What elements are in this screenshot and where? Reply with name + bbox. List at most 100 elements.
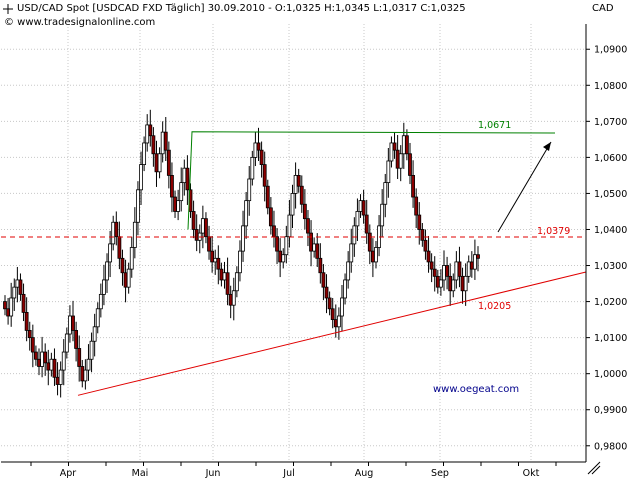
candle-body: [207, 236, 211, 252]
candle-body: [185, 167, 190, 191]
candle-body: [136, 189, 140, 223]
candle-body: [3, 301, 7, 310]
candle-body: [272, 225, 276, 238]
candle-body: [290, 193, 295, 216]
candle-body: [191, 211, 196, 230]
crosshair-icon[interactable]: [3, 4, 13, 14]
candle-body: [123, 272, 128, 288]
candle-body: [262, 164, 267, 187]
candle-body: [68, 315, 72, 335]
candle-body: [105, 261, 109, 281]
candle-body: [466, 261, 471, 277]
candle-body: [435, 275, 440, 288]
candle-body: [241, 225, 245, 252]
x-tick-label: Sep: [431, 468, 449, 479]
candle-body: [426, 250, 431, 263]
candle-body: [15, 279, 20, 288]
candle-body: [386, 160, 391, 184]
x-tick-label: Okt: [523, 468, 540, 479]
y-tick-label: 1,0400: [594, 225, 627, 236]
candle-body: [46, 362, 51, 371]
candle-body: [216, 257, 221, 270]
candle-body: [225, 272, 230, 295]
y-tick-label: 1,0900: [594, 45, 627, 56]
candle-body: [129, 247, 134, 270]
candle-body: [40, 351, 44, 367]
support-trendline: [77, 271, 587, 396]
candle-body: [352, 225, 357, 245]
candle-body: [37, 358, 41, 367]
candle-body: [469, 261, 474, 270]
candle-body: [404, 135, 409, 155]
candle-body: [145, 124, 150, 144]
arrow-line: [497, 141, 552, 233]
candle-body: [244, 200, 249, 227]
copyright: © www.tradesignalonline.com: [4, 17, 156, 28]
candle-body: [333, 319, 338, 328]
candle-body: [389, 142, 394, 162]
candle-body: [448, 275, 453, 292]
candle-body: [420, 229, 425, 241]
axes: 1,0900 1,0800 1,0700 1,0600 1,0500 1,0400 1,03…: [1, 24, 627, 479]
candle-body: [160, 131, 165, 155]
candle-body: [296, 175, 301, 187]
candle-body: [24, 311, 29, 331]
candle-body: [43, 351, 48, 364]
candle-body: [61, 351, 66, 371]
candle-body: [148, 124, 153, 137]
candle-body: [309, 232, 313, 252]
candle-body: [64, 333, 69, 353]
candle-body: [312, 243, 317, 252]
candle-body: [170, 175, 174, 198]
candle-body: [204, 218, 208, 238]
candle-body: [324, 286, 329, 299]
candle-body: [442, 265, 446, 281]
candle-body: [306, 218, 310, 234]
candle-body: [30, 337, 35, 353]
candle-body: [253, 142, 258, 158]
y-tick-label: 0,9800: [594, 441, 627, 452]
candle-body: [34, 351, 38, 360]
annotations: www.oegeat.com: [433, 141, 552, 395]
candle-body: [74, 330, 79, 349]
candle-body: [302, 203, 307, 220]
candle-body: [473, 254, 477, 270]
candle-body: [364, 214, 369, 234]
candle-body: [476, 254, 480, 259]
candle-body: [228, 293, 233, 306]
candle-body: [417, 214, 422, 230]
candle-body: [315, 243, 320, 259]
resize-handle-icon[interactable]: [587, 461, 601, 475]
y-tick-label: 1,0700: [594, 117, 627, 128]
candle-body: [392, 142, 397, 151]
candle-body: [281, 254, 286, 263]
candle-body: [95, 308, 100, 328]
candle-body: [250, 156, 255, 180]
candle-body: [126, 268, 131, 288]
candle-body: [259, 149, 264, 165]
candle-body: [157, 153, 162, 173]
candle-body: [383, 182, 388, 205]
candle-body: [194, 229, 199, 241]
y-tick-label: 0,9900: [594, 405, 627, 416]
candle-body: [92, 326, 97, 342]
candle-body: [21, 293, 26, 313]
candle-body: [9, 297, 14, 317]
candle-body: [89, 340, 94, 360]
candle-body: [278, 250, 283, 263]
candle-body: [454, 261, 459, 281]
arrow-head-icon: [543, 142, 551, 151]
candle-body: [27, 330, 32, 339]
candle-body: [284, 236, 289, 256]
y-tick-label: 1,0200: [594, 297, 627, 308]
candle-body: [238, 250, 242, 274]
candle-body: [318, 257, 323, 274]
candle-body: [80, 366, 85, 382]
candle-body: [327, 297, 332, 310]
candle-body: [265, 185, 270, 209]
y-tick-label: 1,0800: [594, 81, 627, 92]
candle-body: [429, 261, 434, 270]
candle-body: [439, 279, 443, 288]
